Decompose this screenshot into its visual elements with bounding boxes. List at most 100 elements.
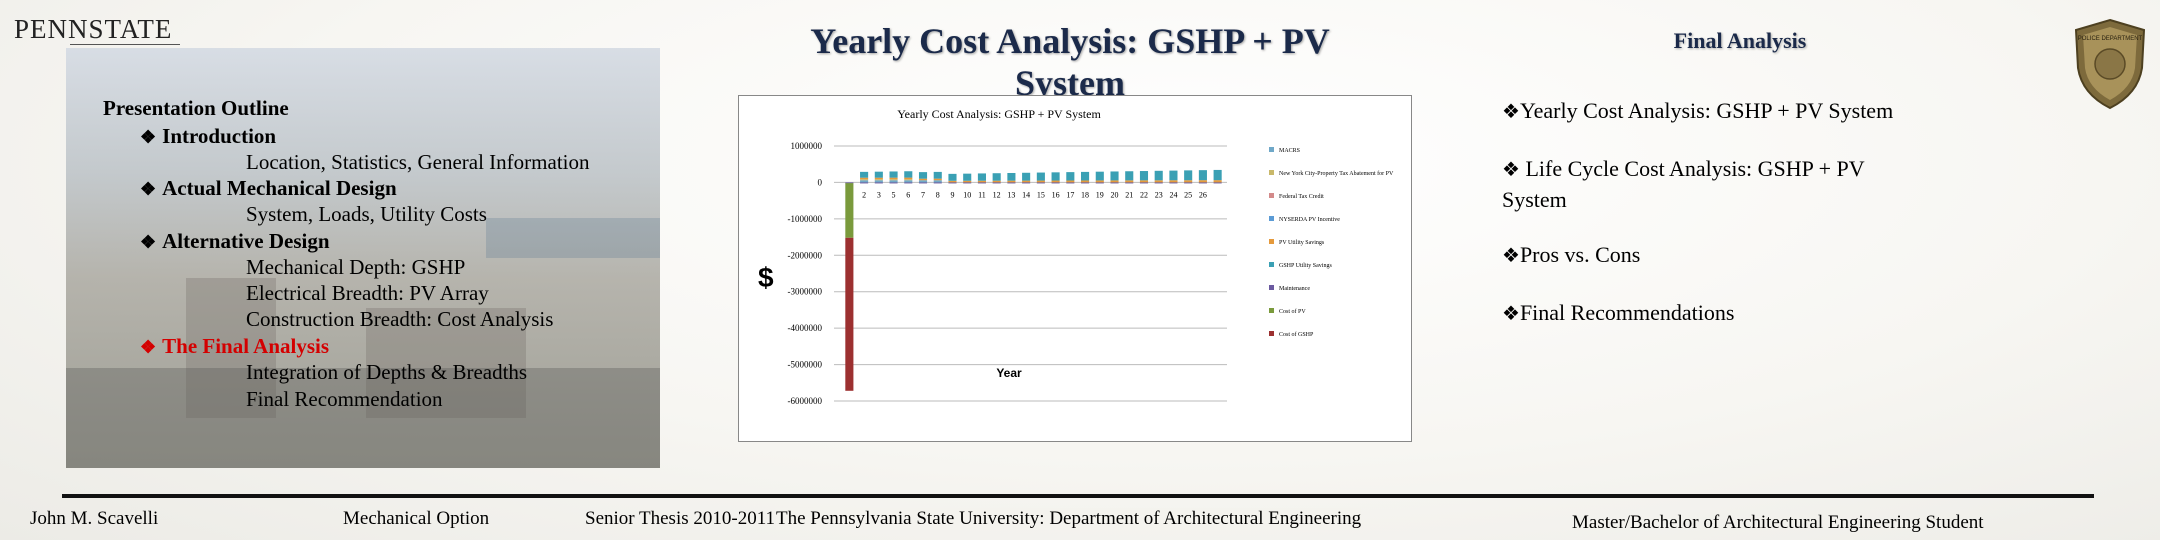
x-tick-label: 9: [950, 190, 954, 199]
bar-segment: [918, 178, 928, 181]
x-tick-label: 24: [1169, 190, 1177, 199]
bar-segment: [1184, 170, 1193, 181]
x-tick-label: 6: [906, 190, 910, 199]
footer-option: Mechanical Option: [343, 508, 490, 529]
bar-segment: [977, 173, 986, 181]
outline-subitem: Integration of Depths & Breadths: [246, 360, 528, 384]
bar-segment: [889, 171, 898, 178]
outline-subitem: Construction Breadth: Cost Analysis: [246, 307, 554, 331]
bar-segment: [1081, 182, 1090, 184]
bar-segment: [1022, 180, 1031, 183]
bar-segment: [860, 180, 869, 183]
bar-segment: [1125, 171, 1134, 181]
bar-segment: [918, 180, 928, 183]
bar-segment: [1110, 171, 1119, 181]
diamond-bullet-icon: ❖: [140, 179, 157, 199]
bar-segment: [933, 171, 942, 179]
outline-section-label: Actual Mechanical Design: [162, 176, 397, 200]
bar-segment: [845, 182, 854, 184]
outline-subitem: Location, Statistics, General Informatio…: [246, 150, 590, 174]
bar-segment: [874, 171, 883, 178]
penn-state-logo: PENNSTATE: [14, 14, 173, 44]
bar-segment: [845, 183, 854, 238]
bar-segment: [963, 182, 972, 184]
x-tick-label: 20: [1111, 190, 1119, 199]
bar-segment: [1184, 180, 1193, 183]
right-list-item[interactable]: ❖Yearly Cost Analysis: GSHP + PV System: [1502, 96, 1952, 127]
bar-segment: [874, 177, 883, 180]
section-title: Final Analysis: [1673, 28, 1807, 53]
bar-segment: [1051, 172, 1060, 181]
outline-section-final-analysis[interactable]: ❖ The Final Analysis: [140, 334, 329, 359]
bar-segment: [1213, 180, 1222, 183]
bar-segment: [1007, 180, 1016, 183]
legend-swatch: [1269, 170, 1274, 175]
photo-building: [186, 278, 276, 418]
legend-label: GSHP Utility Savings: [1279, 263, 1332, 269]
legend-label: New York City-Property Tax Abatement for…: [1279, 170, 1394, 177]
outline-section-label: Alternative Design: [162, 229, 330, 253]
photo-building: [366, 308, 526, 418]
bar-segment: [1154, 170, 1163, 181]
bar-segment: [874, 179, 883, 181]
bar-segment: [1198, 180, 1207, 183]
bar-segment: [1213, 169, 1222, 181]
diamond-bullet-icon: ❖: [1502, 159, 1520, 181]
diamond-bullet-icon: ❖: [1502, 303, 1520, 325]
right-list-item[interactable]: ❖Pros vs. Cons: [1502, 240, 1952, 271]
legend-swatch: [1269, 331, 1274, 336]
bar-segment: [1095, 171, 1104, 181]
y-tick-label: -3000000: [788, 287, 823, 297]
x-tick-label: 14: [1022, 190, 1030, 199]
outline-section-actual-design[interactable]: ❖ Actual Mechanical Design: [140, 176, 397, 201]
bar-segment: [889, 182, 898, 184]
right-list-label: Final Recommendations: [1519, 300, 1735, 325]
bar-segment: [1154, 182, 1163, 184]
x-tick-label: 12: [993, 190, 1001, 199]
bar-segment: [1051, 180, 1060, 183]
bar-segment: [992, 180, 1001, 183]
x-tick-label: 26: [1199, 190, 1207, 199]
right-list-label: Yearly Cost Analysis: GSHP + PV System: [1519, 98, 1894, 123]
legend-swatch: [1269, 285, 1274, 290]
legend-label: MACRS: [1279, 148, 1300, 154]
outline-subitem: Mechanical Depth: GSHP: [246, 255, 466, 279]
legend-label: Cost of GSHP: [1279, 331, 1314, 338]
footer-divider: [62, 494, 2094, 498]
y-axis-label: $: [758, 262, 774, 293]
bar-segment: [963, 180, 972, 183]
bar-segment: [889, 177, 898, 180]
bar-segment: [1007, 172, 1016, 181]
chart-container: Yearly Cost Analysis: GSHP + PV System 10…: [738, 95, 1412, 442]
bar-segment: [1036, 182, 1045, 184]
bar-segment: [889, 179, 898, 181]
bar-segment: [904, 171, 913, 178]
legend-label: PV Utility Savings: [1279, 240, 1325, 246]
right-list-item[interactable]: ❖Final Recommendations: [1502, 298, 1952, 329]
x-tick-label: 15: [1037, 190, 1045, 199]
bar-segment: [1198, 182, 1207, 184]
legend-label: Cost of PV: [1279, 308, 1306, 315]
diamond-bullet-icon: ❖: [140, 337, 157, 357]
outline-section-alternative-design[interactable]: ❖ Alternative Design: [140, 229, 330, 254]
bar-segment: [977, 182, 986, 184]
police-badge-icon: POLICE DEPARTMENT: [2074, 18, 2146, 110]
bar-segment: [860, 179, 869, 181]
bar-segment: [904, 177, 913, 180]
badge-text: POLICE DEPARTMENT: [2078, 36, 2143, 42]
outline-subitem: Electrical Breadth: PV Array: [246, 281, 489, 305]
x-tick-label: 23: [1155, 190, 1163, 199]
bar-segment: [1066, 182, 1075, 184]
x-tick-label: 10: [963, 190, 971, 199]
chart-title: Yearly Cost Analysis: GSHP + PV System: [897, 107, 1101, 121]
x-tick-label: 11: [978, 190, 986, 199]
x-tick-label: 16: [1052, 190, 1060, 199]
logo-underline: [70, 44, 180, 45]
bar-segment: [1184, 182, 1193, 184]
outline-section-introduction[interactable]: ❖ Introduction: [140, 124, 276, 149]
right-list-label: Life Cycle Cost Analysis: GSHP + PV Syst…: [1502, 156, 1865, 212]
bar-segment: [1110, 180, 1119, 183]
bar-segment: [860, 177, 869, 180]
outline-heading: Presentation Outline: [103, 96, 289, 120]
right-list-item[interactable]: ❖ Life Cycle Cost Analysis: GSHP + PV Sy…: [1502, 154, 1932, 214]
